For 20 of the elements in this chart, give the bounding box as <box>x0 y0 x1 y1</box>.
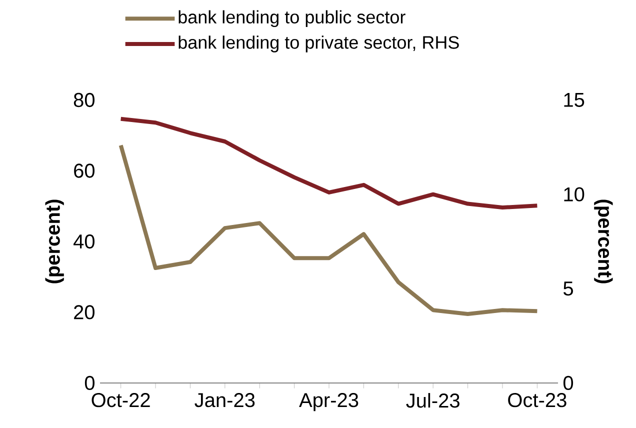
y-tick-label: 80 <box>74 92 94 108</box>
line-series <box>118 116 540 210</box>
x-tick-label: Oct-22 <box>92 393 150 408</box>
y2-tick-label: 0 <box>563 376 574 390</box>
y-tick-label: 20 <box>74 305 94 320</box>
y-tick-label: 60 <box>74 164 94 178</box>
y-tick-label: 0 <box>84 376 95 390</box>
x-tick-label: Jul-23 <box>406 393 460 408</box>
x-tick-label: Jan-23 <box>194 393 255 408</box>
y2-axis-title: (percent) <box>594 200 613 284</box>
y2-tick-label: 10 <box>564 187 584 202</box>
legend-label: bank lending to public sector <box>178 10 406 28</box>
x-tick-label: Oct-23 <box>508 393 566 408</box>
line-series <box>118 143 540 316</box>
y2-tick-label: 15 <box>564 93 584 107</box>
y2-tick-label: 5 <box>564 282 573 296</box>
y-tick-label: 40 <box>74 234 94 249</box>
legend-label: bank lending to private sector, RHS <box>178 36 459 52</box>
x-tick-label: Apr-23 <box>299 393 358 412</box>
y-axis-title: (percent) <box>45 200 64 284</box>
